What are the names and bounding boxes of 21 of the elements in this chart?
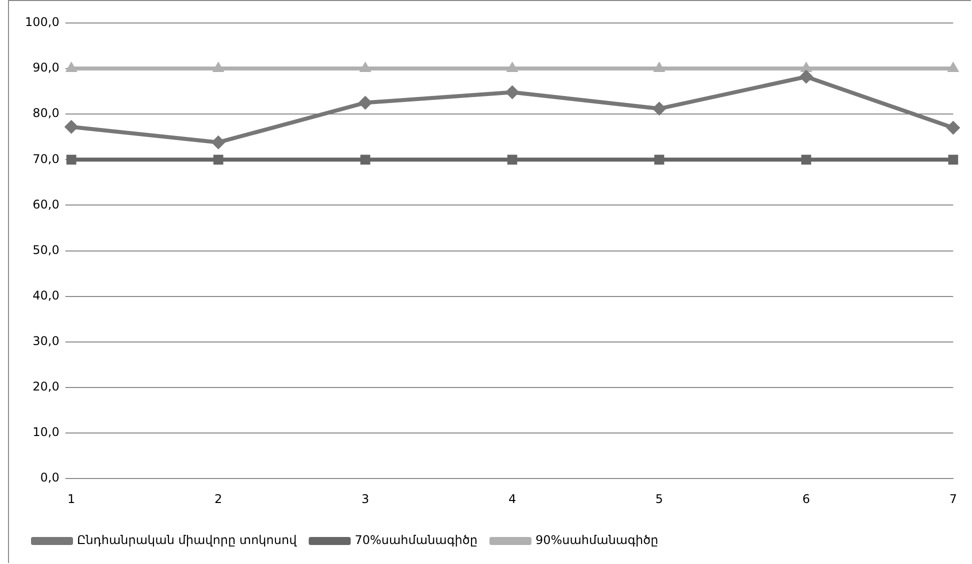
legend-label: 70%սահմանագիծը	[354, 533, 478, 548]
legend-label: Ընդհանրական միավորը տոկոսով	[77, 533, 298, 548]
y-tick-label: 60,0	[32, 197, 60, 212]
x-tick-label: 7	[949, 492, 958, 506]
y-tick-label: 90,0	[32, 60, 60, 75]
y-tick-label: 40,0	[32, 288, 60, 302]
x-tick-label: 6	[802, 492, 810, 506]
x-tick-label: 1	[68, 492, 76, 506]
y-tick-label: 50,0	[32, 242, 60, 257]
x-tick-label: 3	[361, 492, 370, 506]
x-tick-label: 4	[508, 492, 516, 506]
y-tick-label: 0,0	[40, 470, 60, 485]
y-tick-label: 80,0	[32, 106, 60, 120]
y-tick-label: 70,0	[32, 152, 60, 166]
x-tick-label: 2	[214, 492, 222, 506]
y-tick-label: 30,0	[32, 334, 60, 348]
y-tick-label: 20,0	[32, 380, 60, 394]
legend-label: 90%սահմանագիծը	[535, 533, 658, 548]
x-tick-label: 5	[655, 492, 664, 506]
y-tick-label: 10,0	[32, 425, 60, 440]
y-tick-label: 100,0	[24, 15, 60, 30]
